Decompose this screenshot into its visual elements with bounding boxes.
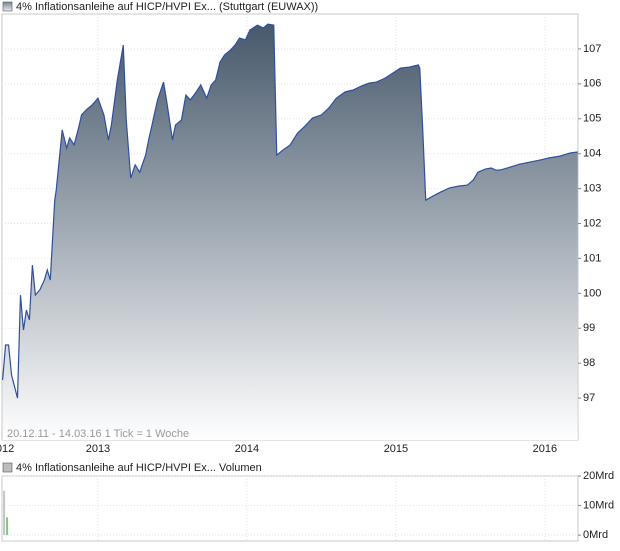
x-tick-label: 2014 — [235, 443, 259, 455]
y-tick-label: 10Mrd — [583, 499, 614, 511]
x-tick-label: 2015 — [384, 443, 408, 455]
volume-title: 4% Inflationsanleihe auf HICP/HVPI Ex...… — [16, 462, 262, 474]
y-tick-label: 106 — [583, 78, 601, 90]
y-tick-label: 97 — [583, 392, 595, 404]
area — [2, 24, 578, 440]
annotation: 20.12.11 - 14.03.16 1 Tick = 1 Woche — [7, 428, 189, 440]
y-tick-label: 0Mrd — [583, 529, 608, 541]
price-line — [2, 23, 578, 399]
y-tick-label: 99 — [583, 322, 595, 334]
x-tick-label: 2013 — [86, 443, 110, 455]
x-tick-label: 2012 — [0, 443, 14, 455]
plot-frame — [1, 475, 579, 542]
y-tick-label: 102 — [583, 217, 601, 229]
y-tick-label: 104 — [583, 148, 601, 160]
plot — [2, 23, 578, 440]
volume-bar — [3, 490, 6, 536]
chart-title: 4% Inflationsanleihe auf HICP/HVPI Ex...… — [16, 1, 318, 13]
price-panel: 97 98 99 100 101 102 103 104 105 106 107 2012 2013 20… — [0, 13, 601, 455]
volume-bar — [6, 517, 9, 536]
volume-panel: 0Mrd 10Mrd 20Mrd — [1, 470, 614, 542]
y-tick-label: 105 — [583, 113, 601, 125]
y-tick-label: 103 — [583, 182, 601, 194]
y-tick-label: 107 — [583, 43, 601, 55]
y-tick-label: 20Mrd — [583, 470, 614, 482]
y-tick-label: 100 — [583, 287, 601, 299]
y-tick-label: 101 — [583, 252, 601, 264]
legend-key — [2, 462, 13, 473]
legend-key — [2, 1, 13, 12]
x-tick-label: 2016 — [533, 443, 557, 455]
y-tick-label: 98 — [583, 357, 595, 369]
